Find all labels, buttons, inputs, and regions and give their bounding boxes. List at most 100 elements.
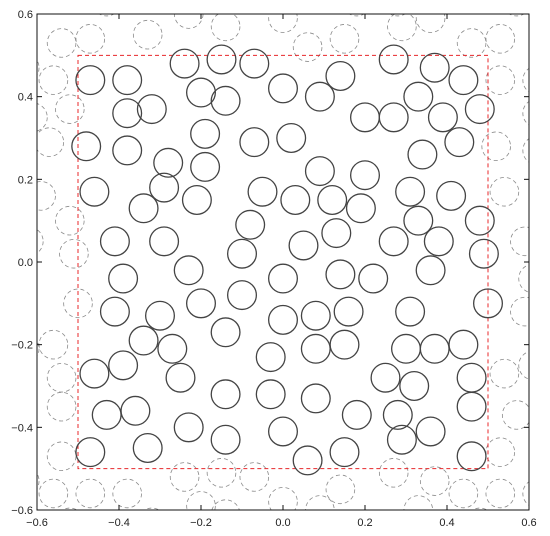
periodic-image-circle [522, 481, 529, 506]
particle-circle [358, 263, 389, 294]
particle-circle [382, 399, 413, 430]
periodic-image-circle [143, 507, 160, 510]
periodic-image-circle [379, 516, 408, 536]
periodic-image-circle [61, 507, 78, 510]
particle-circle [448, 65, 479, 96]
periodic-image-circle [485, 437, 516, 467]
particle-circle [300, 333, 331, 364]
y-tick-label: 0.0 [18, 257, 33, 269]
particle-circle [423, 226, 454, 257]
particle-circle [112, 65, 143, 96]
particle-circle [341, 399, 372, 430]
particle-circle [79, 176, 110, 207]
periodic-image-circle [389, 14, 406, 17]
periodic-image-circle [510, 226, 529, 257]
periodic-image-circle [531, 396, 550, 425]
periodic-image-circle [481, 131, 511, 162]
periodic-image-circle [55, 94, 85, 124]
periodic-image-circle [55, 205, 85, 236]
particle-circle [71, 131, 102, 162]
particle-circle [395, 176, 426, 207]
periodic-image-circle [37, 59, 40, 76]
particle-circle [255, 379, 286, 410]
particle-circle [395, 296, 426, 327]
periodic-image-circle [387, 14, 417, 42]
y-tick-label: 0.2 [18, 174, 33, 186]
periodic-image-circle [508, 14, 525, 17]
periodic-image-circle [485, 65, 516, 95]
particle-circle [464, 94, 495, 125]
particle-circle [190, 118, 221, 149]
particle-circle [99, 296, 130, 327]
particle-circle [415, 255, 446, 286]
particle-circle [419, 333, 450, 364]
particle-circle [144, 300, 175, 331]
particle-circle [267, 73, 298, 104]
periodic-image-circle [206, 458, 237, 488]
particle-circle [132, 432, 163, 463]
particle-circle [292, 445, 323, 476]
particle-circle [333, 296, 364, 327]
particle-circle [190, 151, 221, 182]
particle-circle [226, 238, 257, 269]
particle-circle [444, 127, 475, 158]
periodic-image-circle [63, 288, 93, 319]
particle-circle [75, 437, 106, 468]
periodic-image-circle [415, 14, 446, 33]
particle-circle [370, 362, 401, 393]
periodic-image-circle [75, 478, 106, 509]
periodic-image-circle [38, 478, 69, 509]
particle-circle [448, 329, 479, 360]
periodic-image-circle [329, 24, 360, 54]
particle-circle [206, 44, 237, 75]
particle-circle [407, 139, 438, 170]
y-tick-label: −0.2 [11, 340, 33, 352]
particle-circle [436, 180, 467, 211]
periodic-image-circle [47, 0, 76, 8]
particle-circle [456, 362, 487, 393]
periodic-image-circle [186, 491, 216, 510]
periodic-image-circle [378, 458, 409, 488]
particle-circle [304, 81, 335, 112]
particle-circle [149, 172, 180, 203]
particle-circle [210, 85, 241, 116]
particle-circle [378, 102, 409, 133]
particle-circle [349, 160, 380, 191]
particle-circle [329, 329, 360, 360]
periodic-image-circle [210, 14, 241, 42]
periodic-image-circle [531, 0, 550, 12]
periodic-image-circle [448, 478, 479, 509]
particle-circle [210, 379, 241, 410]
particle-circle [210, 424, 241, 455]
particle-circle [321, 218, 352, 249]
periodic-image-circle [98, 14, 115, 17]
particle-circle [185, 77, 216, 108]
y-tick-label: 0.4 [18, 92, 33, 104]
particle-circle [325, 259, 356, 290]
particle-circle [378, 44, 409, 75]
periodic-image-circle [37, 127, 65, 157]
periodic-image-circle [485, 478, 516, 509]
periodic-image-circle [501, 400, 529, 430]
x-tick-label: 0.4 [439, 517, 454, 529]
periodic-image-circle [518, 351, 529, 380]
periodic-image-circle [510, 296, 529, 327]
particle-circle [403, 81, 434, 112]
periodic-image-circle [457, 0, 486, 8]
periodic-image-circle [522, 138, 529, 163]
particle-circle [128, 193, 159, 224]
particle-circle [468, 238, 499, 269]
periodic-image-circle [46, 391, 77, 422]
particle-circle [403, 205, 434, 236]
particle-circle [239, 48, 270, 79]
particle-circle [99, 226, 130, 257]
particle-circle [300, 383, 331, 414]
particle-circle [112, 98, 143, 129]
periodic-image-circle [121, 0, 150, 12]
periodic-image-circle [173, 14, 204, 29]
x-tick-label: 0.0 [275, 517, 290, 529]
particle-circle [325, 61, 356, 92]
y-tick-label: −0.6 [11, 505, 33, 517]
particle-circle [226, 280, 257, 311]
